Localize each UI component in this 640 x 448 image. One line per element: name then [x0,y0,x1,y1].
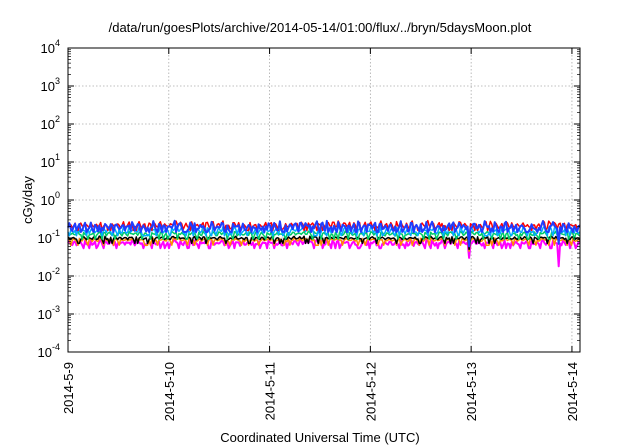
y-tick-label: 103 [41,76,60,94]
x-tick-label: 2014-5-14 [565,362,580,421]
x-tick-label: 2014-5-11 [263,362,278,420]
y-tick-label: 104 [41,38,60,56]
y-tick-label: 101 [41,152,60,170]
y-tick-label: 100 [41,190,60,208]
x-axis-label: Coordinated Universal Time (UTC) [220,430,420,445]
y-tick-label: 10-3 [38,304,60,322]
series-line [67,230,581,248]
series-line [67,235,581,251]
y-tick-label: 10-4 [38,342,60,360]
series-line [67,219,581,248]
y-tick-label: 102 [41,114,60,132]
x-tick-label: 2014-5-12 [363,362,378,421]
x-tick-label: 2014-5-13 [464,362,479,421]
y-tick-label: 10-1 [38,228,60,246]
x-tick-label: 2014-5-10 [162,362,177,421]
y-tick-label: 10-2 [38,266,60,284]
y-axis-label: cGy/day [20,176,35,224]
x-tick-label: 2014-5-9 [61,362,76,414]
chart-title: /data/run/goesPlots/archive/2014-05-14/0… [108,20,532,35]
